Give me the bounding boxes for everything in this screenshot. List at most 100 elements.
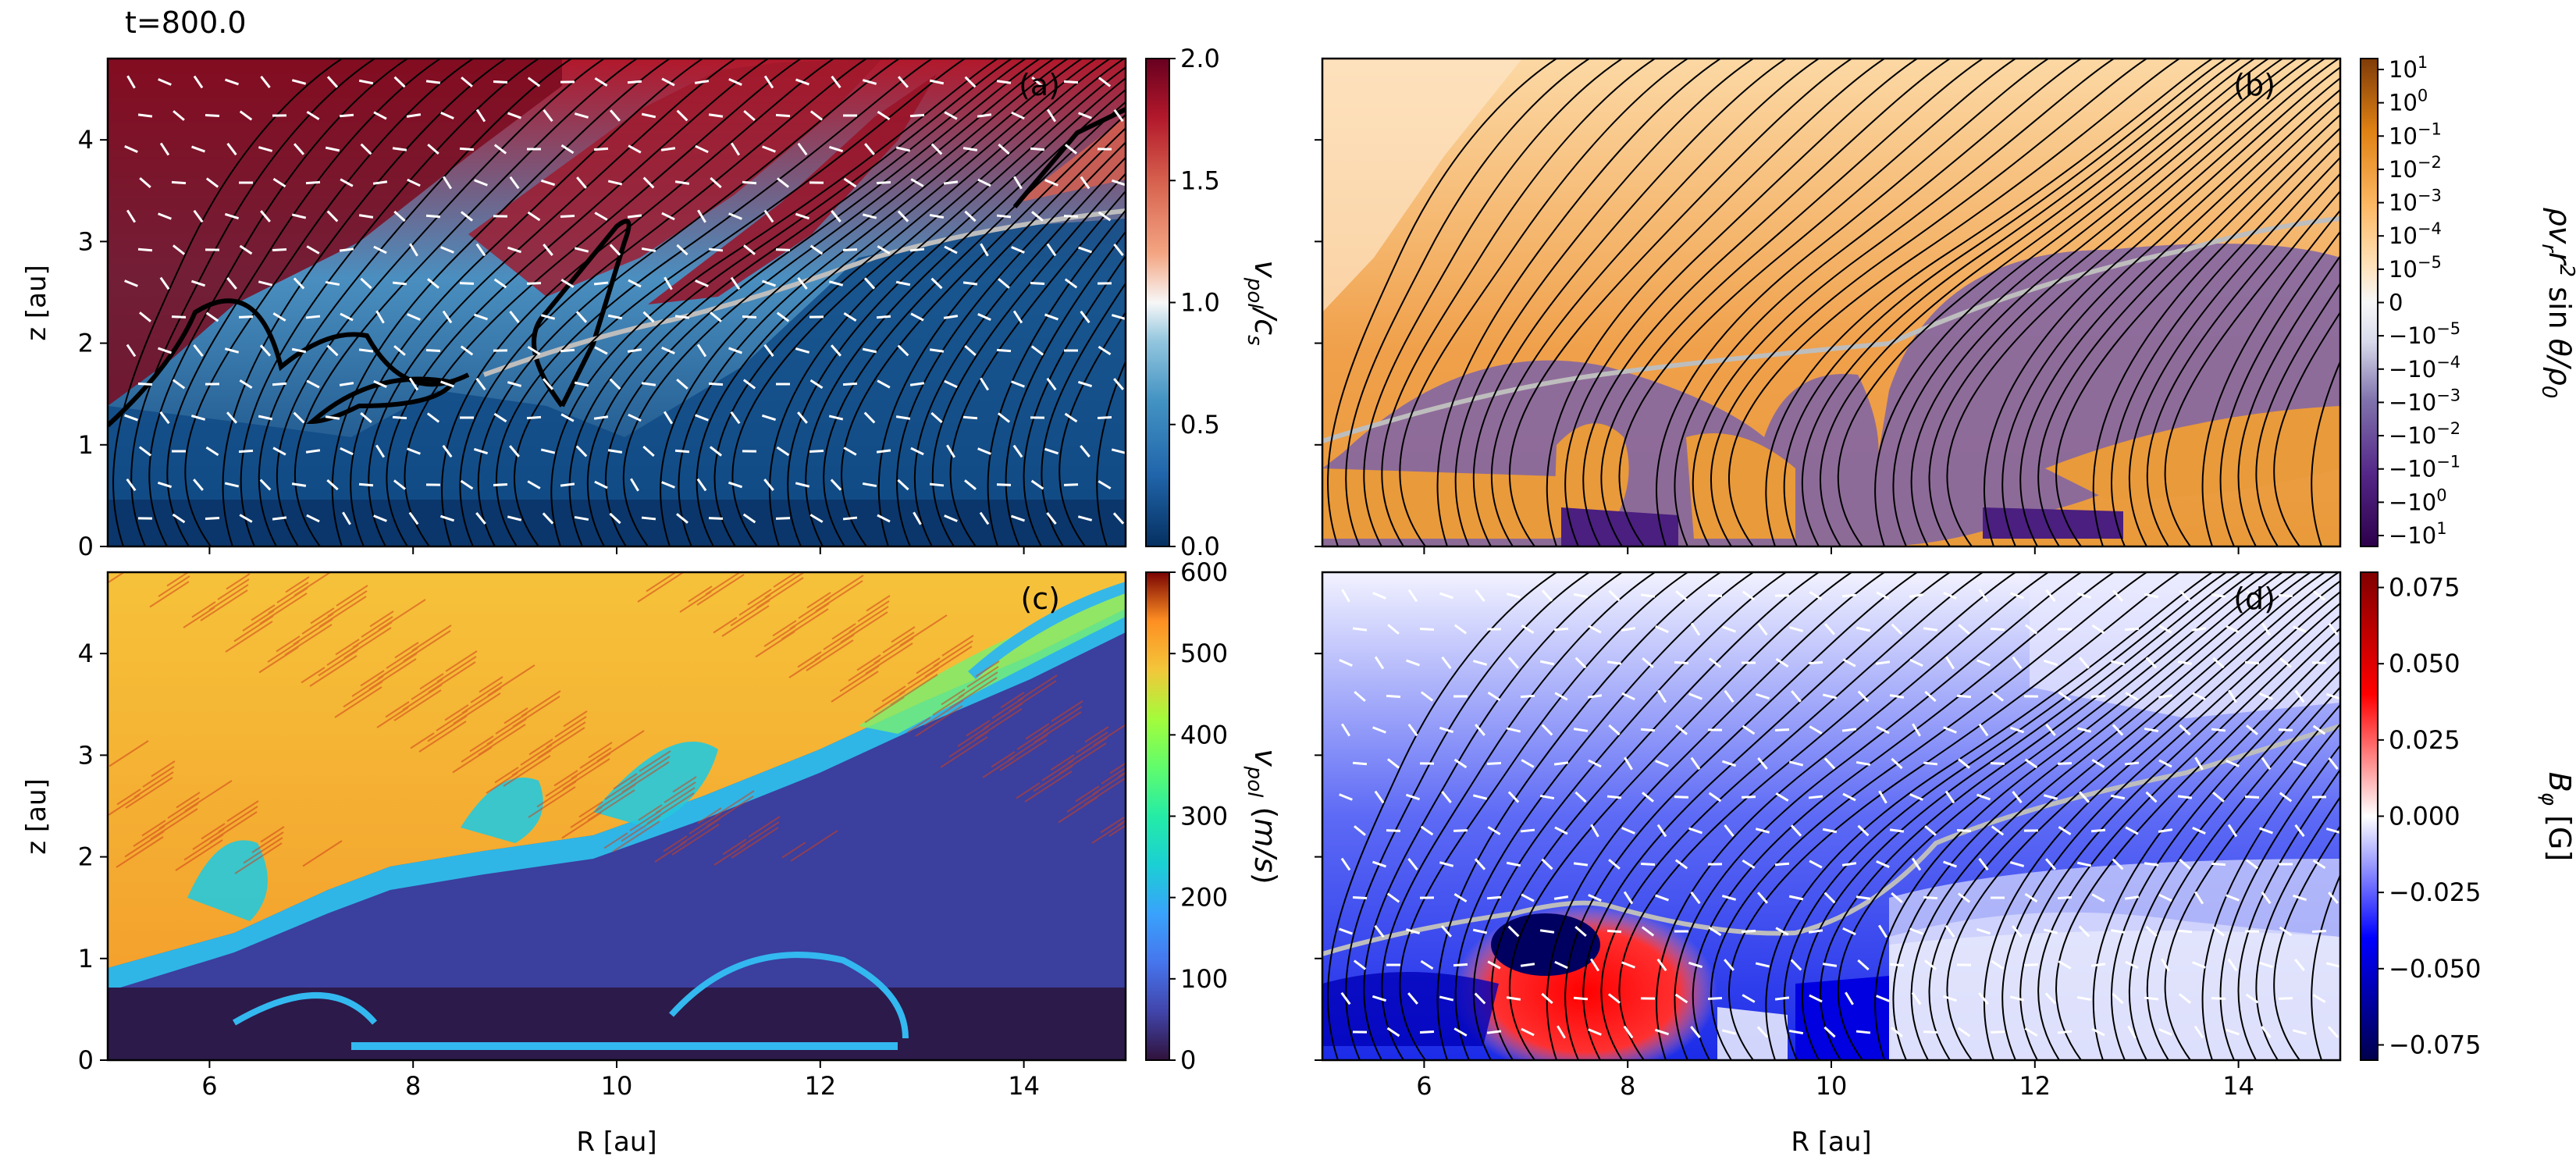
- velocity-arrow: [172, 513, 186, 524]
- flow-streak: [916, 657, 941, 674]
- velocity-arrow: [1876, 725, 1890, 735]
- flow-streak: [949, 677, 998, 709]
- velocity-arrow: [493, 412, 507, 423]
- field-line: [2128, 156, 2340, 546]
- velocity-arrow: [594, 480, 608, 489]
- velocity-arrow: [1623, 891, 1634, 905]
- flow-streak: [1076, 731, 1108, 753]
- flow-streak: [378, 599, 426, 631]
- velocity-arrow: [2058, 691, 2072, 702]
- flow-streak: [360, 670, 385, 687]
- field-line: [1819, 59, 2255, 546]
- velocity-arrow: [674, 180, 690, 185]
- velocity-arrow: [730, 276, 741, 290]
- velocity-arrow: [409, 243, 418, 257]
- velocity-arrow: [2192, 961, 2206, 969]
- flow-streak: [201, 823, 226, 840]
- flow-streak: [108, 794, 141, 816]
- field-line: [2055, 627, 2340, 1060]
- velocity-arrow: [661, 212, 675, 221]
- flow-streak: [857, 600, 890, 622]
- velocity-arrow: [2090, 963, 2106, 967]
- velocity-arrow: [895, 146, 911, 152]
- velocity-arrow: [831, 210, 841, 222]
- velocity-arrow: [998, 143, 1010, 155]
- velocity-arrow: [946, 444, 955, 458]
- velocity-arrow: [1708, 792, 1722, 803]
- velocity-arrow: [674, 449, 690, 454]
- velocity-arrow: [2076, 995, 2092, 1002]
- velocity-arrow: [2058, 960, 2072, 970]
- colorbar-tick-label: −0.025: [2389, 877, 2481, 907]
- flow-streak: [975, 660, 1000, 678]
- velocity-arrow: [1521, 1027, 1535, 1037]
- velocity-arrow: [1943, 591, 1957, 600]
- velocity-arrow: [761, 414, 777, 422]
- time-label: t=800.0: [125, 5, 247, 40]
- velocity-arrow: [1487, 826, 1501, 835]
- velocity-arrow: [1755, 692, 1770, 700]
- field-line: [604, 59, 1041, 546]
- velocity-arrow: [2024, 624, 2038, 635]
- field-line: [2092, 640, 2340, 1060]
- velocity-arrow: [1976, 793, 1991, 801]
- field-line: [222, 59, 507, 546]
- velocity-arrow: [2090, 828, 2106, 833]
- flow-streak: [116, 836, 164, 868]
- panel-a: (a) z [au] 0 1 2 3 4 0.0 0.5 1.0 1.5 2.0 vpol/cs: [21, 44, 1283, 561]
- velocity-arrow: [339, 113, 354, 118]
- field-line: [1837, 59, 2269, 546]
- velocity-arrow: [1419, 628, 1435, 631]
- field-line: [1928, 59, 2325, 546]
- colorbar-tick-label: 10−1: [2389, 119, 2442, 149]
- velocity-arrow: [1539, 660, 1555, 666]
- velocity-arrow: [2179, 993, 2191, 1004]
- field-line: [1656, 59, 2049, 546]
- velocity-arrow: [1354, 690, 1366, 703]
- velocity-arrow: [897, 344, 909, 357]
- velocity-arrow: [1656, 824, 1667, 838]
- field-line: [1546, 59, 1885, 546]
- flow-streak: [385, 701, 410, 718]
- velocity-arrow: [593, 281, 609, 286]
- velocity-arrow: [943, 180, 959, 185]
- velocity-arrow: [224, 212, 240, 220]
- velocity-arrow: [1788, 1029, 1804, 1035]
- velocity-arrow: [2012, 925, 2023, 938]
- velocity-arrow: [526, 415, 542, 420]
- velocity-arrow: [1539, 794, 1555, 800]
- flow-streak: [1042, 706, 1083, 733]
- field-line: [1728, 59, 2180, 546]
- velocity-arrow: [1507, 657, 1520, 669]
- y-tick-label: 0: [78, 532, 94, 561]
- flow-streak: [200, 589, 248, 621]
- velocity-arrow: [1822, 828, 1838, 834]
- flow-streak: [672, 776, 697, 793]
- colorbar-tick-label: −10−3: [2389, 386, 2460, 415]
- x-tick-label: 12: [804, 1071, 836, 1101]
- velocity-arrow: [2125, 826, 2139, 835]
- velocity-arrow: [664, 276, 673, 290]
- field-line: [1984, 66, 2340, 546]
- flow-streak: [679, 591, 712, 613]
- flow-streak: [966, 720, 991, 737]
- field-line: [1327, 59, 1557, 546]
- velocity-arrow: [474, 179, 488, 187]
- flow-streak: [503, 707, 528, 724]
- flow-streak: [512, 696, 560, 728]
- velocity-arrow: [809, 379, 824, 390]
- velocity-arrow: [1878, 790, 1888, 804]
- velocity-arrow: [1340, 991, 1351, 1005]
- velocity-arrow: [1991, 691, 2005, 702]
- velocity-arrow: [1640, 593, 1656, 598]
- velocity-arrow: [1857, 824, 1870, 837]
- velocity-arrow: [1453, 1027, 1468, 1037]
- velocity-arrow: [676, 513, 688, 524]
- velocity-arrow: [493, 483, 508, 486]
- velocity-arrow: [627, 214, 642, 219]
- velocity-arrow: [1721, 895, 1737, 901]
- velocity-arrow: [1722, 625, 1736, 633]
- velocity-arrow: [2124, 895, 2140, 900]
- velocity-arrow: [695, 144, 709, 154]
- velocity-arrow: [910, 178, 924, 187]
